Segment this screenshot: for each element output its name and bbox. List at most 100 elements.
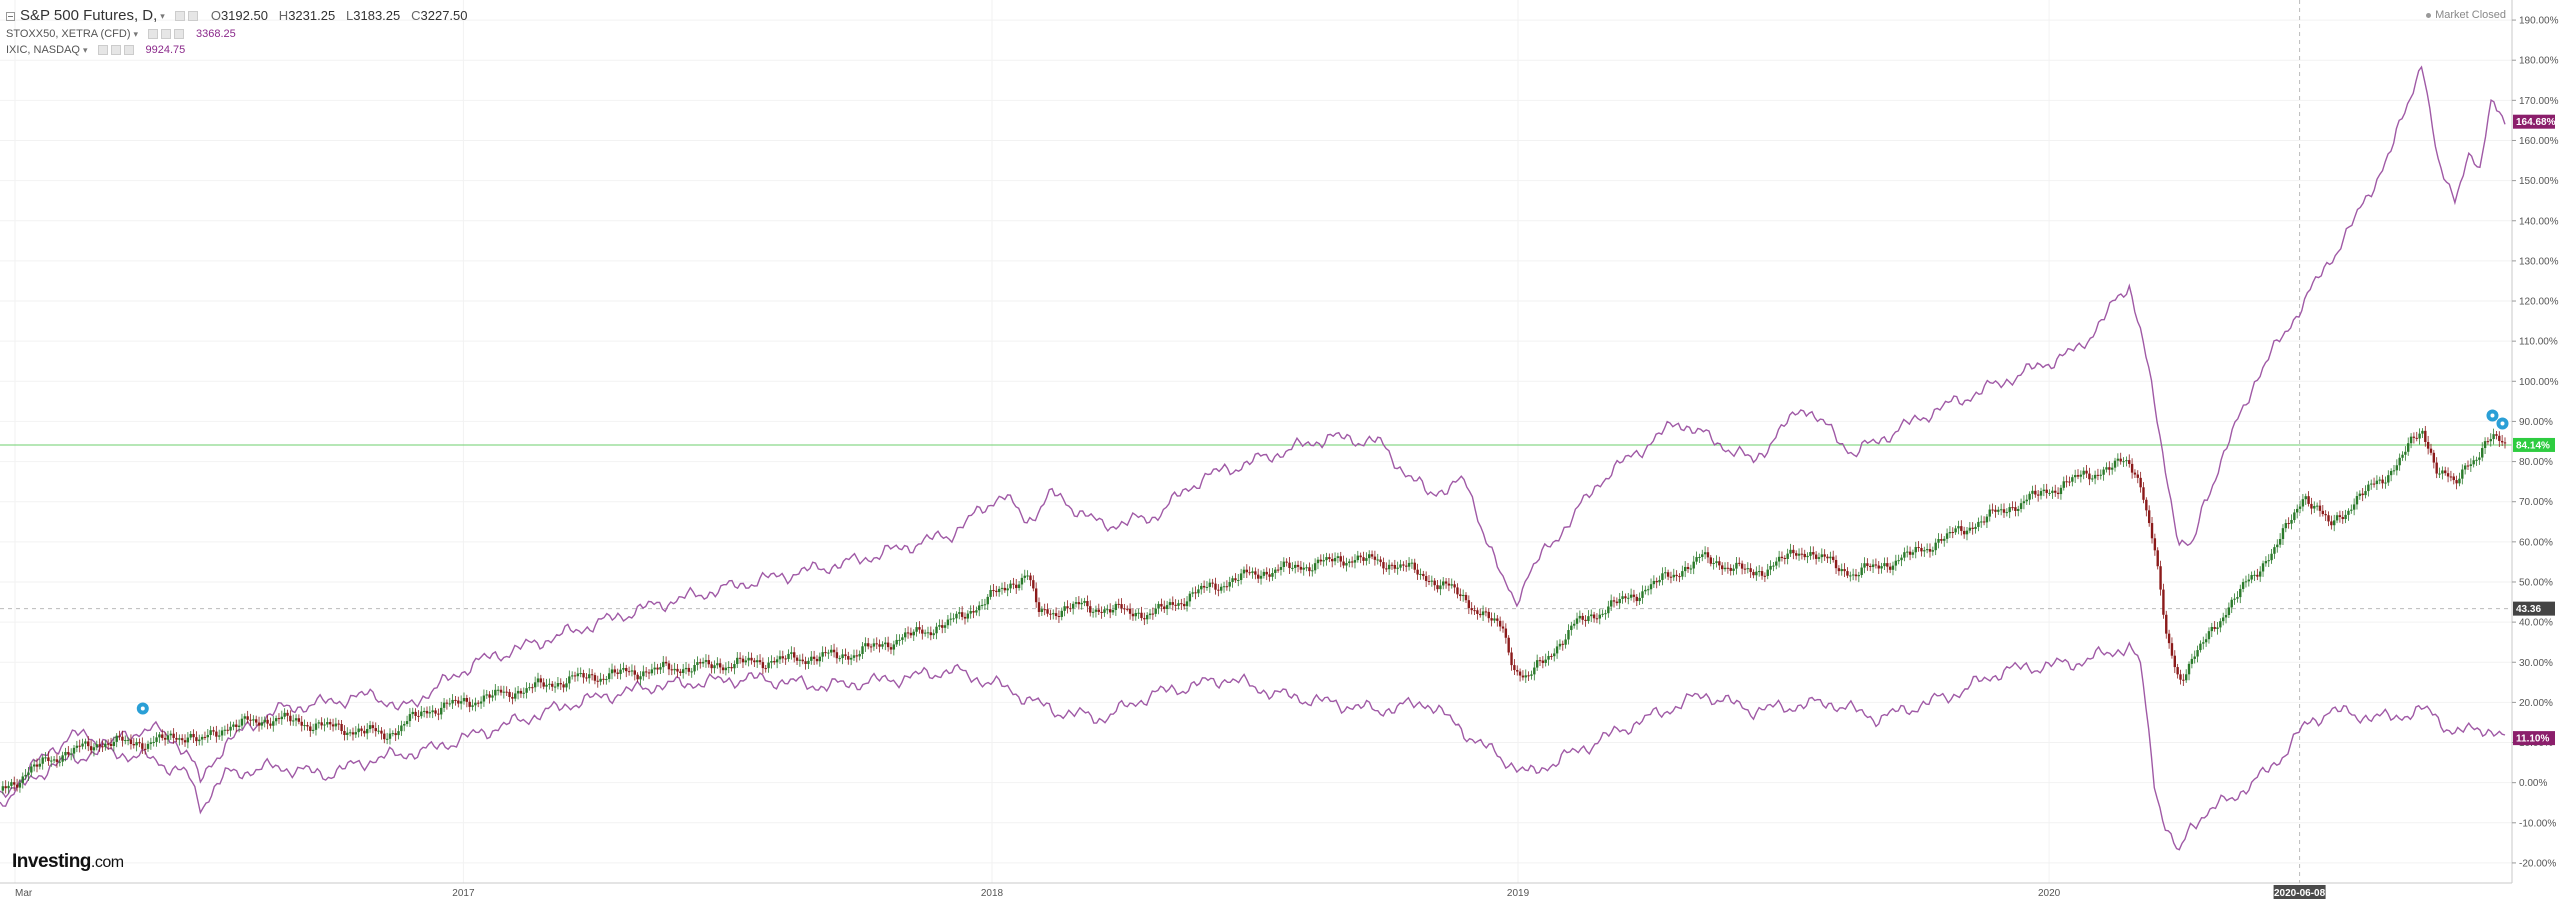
candle-body [1937, 539, 1940, 543]
candle-body [403, 724, 406, 726]
candle-body [1775, 561, 1778, 566]
candle-body [2136, 474, 2139, 478]
candle-body [47, 757, 50, 762]
candle-body [2207, 631, 2211, 640]
y-tick-label: -10.00% [2519, 818, 2556, 829]
candle-body [263, 719, 266, 723]
candle-body [929, 632, 933, 636]
candle-body [662, 661, 665, 668]
chevron-down-icon[interactable]: ▾ [133, 29, 139, 39]
candle-body [1100, 611, 1103, 613]
candle-body [2330, 521, 2333, 526]
candle-body [2481, 448, 2484, 458]
candle-body [960, 612, 964, 617]
candle-body [1874, 564, 1878, 566]
price-tag-label-stoxx: 11.10% [2516, 734, 2549, 745]
candle-body [474, 702, 477, 706]
candle-body [650, 669, 654, 674]
candle-body [869, 646, 873, 648]
candle-body [2401, 454, 2404, 458]
candle-body [2099, 474, 2102, 476]
candle-body [570, 675, 574, 677]
candle-body [101, 746, 104, 748]
close-icon[interactable] [123, 45, 134, 55]
candle-body [141, 743, 144, 749]
candle-body [2278, 539, 2282, 545]
candle-body [289, 715, 292, 722]
candle-body [1732, 568, 1735, 571]
candle-body [824, 652, 827, 654]
compare-symbol-name[interactable]: IXIC, NASDAQ [6, 44, 80, 56]
candle-body [764, 668, 767, 670]
candle-body [329, 722, 332, 725]
candle-body [1521, 675, 1525, 678]
candle-body [1689, 568, 1693, 570]
candle-body [1777, 556, 1781, 562]
candle-body [932, 633, 935, 636]
candle-body [209, 730, 212, 735]
candle-body [699, 662, 702, 664]
candle-body [2338, 515, 2342, 518]
candle-body [479, 701, 483, 704]
eye-icon[interactable] [148, 29, 159, 39]
high-value: 3231.25 [288, 8, 336, 23]
candle-body [1365, 558, 1368, 561]
candle-body [983, 604, 987, 606]
candle-body [35, 764, 39, 767]
candle-body [539, 678, 543, 683]
event-markers[interactable] [136, 409, 2509, 715]
candle-body [226, 729, 229, 731]
candle-body [1587, 616, 1590, 622]
candle-body [795, 657, 799, 661]
candle-body [243, 716, 247, 719]
candle-body [2091, 478, 2094, 480]
settings-icon[interactable] [110, 45, 121, 55]
eye-icon[interactable] [97, 45, 108, 55]
candle-body [1268, 574, 1271, 577]
candle-body [1823, 554, 1826, 557]
settings-icon[interactable] [161, 29, 172, 39]
candle-body [1328, 557, 1331, 559]
chevron-down-icon[interactable]: ▾ [160, 11, 165, 21]
candle-body [1052, 613, 1055, 615]
candle-body [1615, 601, 1619, 604]
candle-body [58, 761, 61, 763]
candle-body [901, 637, 904, 640]
candle-body [67, 751, 70, 755]
eye-icon[interactable] [174, 11, 185, 21]
candle-body [1510, 652, 1513, 666]
candle-body [724, 667, 728, 671]
candle-body [778, 656, 782, 660]
candle-body [904, 632, 907, 638]
candle-body [1945, 533, 1949, 539]
candle-body [1817, 557, 1821, 559]
chevron-down-icon[interactable]: ▾ [82, 45, 88, 55]
candle-body [104, 743, 107, 747]
candle-body [1211, 582, 1214, 584]
candle-body [434, 710, 437, 714]
candle-body [2418, 433, 2421, 439]
candle-body [161, 734, 164, 738]
candle-body [2350, 509, 2353, 511]
candle-body [980, 604, 984, 606]
close-icon[interactable] [174, 29, 185, 39]
candle-body [2014, 507, 2017, 511]
candle-body [784, 658, 787, 660]
candle-body [2036, 494, 2040, 496]
candle-body [1180, 603, 1183, 605]
candle-body [1652, 580, 1656, 585]
settings-icon[interactable] [187, 11, 198, 21]
candle-body [109, 743, 113, 747]
collapse-legend-icon[interactable] [6, 11, 15, 21]
candle-body [1766, 569, 1769, 576]
main-symbol-name[interactable]: S&P 500 Futures, D, [20, 7, 158, 24]
candle-body [1644, 589, 1647, 592]
candle-body [2409, 436, 2413, 444]
candle-body [684, 667, 688, 670]
candle-body [440, 707, 443, 715]
y-tick-label: 150.00% [2519, 176, 2559, 187]
candle-body [1256, 574, 1260, 579]
compare-symbol-name[interactable]: STOXX50, XETRA (CFD) [6, 28, 131, 40]
candle-body [280, 716, 284, 720]
